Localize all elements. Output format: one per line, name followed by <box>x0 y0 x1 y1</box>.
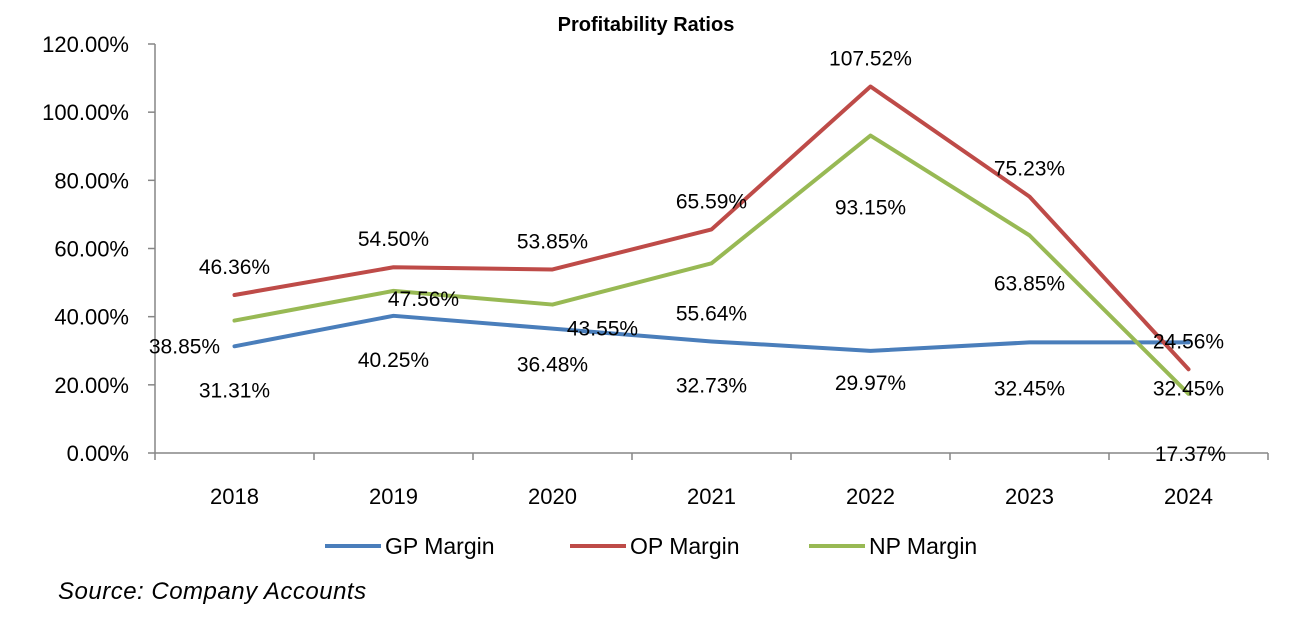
data-label: 65.59% <box>676 190 747 213</box>
y-tick-label: 60.00% <box>54 237 129 262</box>
data-label: 53.85% <box>517 230 588 253</box>
series-lines <box>232 84 1191 396</box>
legend-label-np-margin: NP Margin <box>869 533 977 559</box>
data-label: 36.48% <box>517 354 588 377</box>
legend-label-op-margin: OP Margin <box>630 533 740 559</box>
data-label: 63.85% <box>994 272 1065 295</box>
data-label: 24.56% <box>1153 330 1224 353</box>
y-tick-label: 40.00% <box>54 305 129 330</box>
x-tick-label: 2022 <box>846 484 895 509</box>
y-tick-label: 0.00% <box>67 441 129 466</box>
source-note: Source: Company Accounts <box>58 578 367 605</box>
chart-axes: 0.00% 20.00% 40.00% 60.00% 80.00% 100.00% 120.… <box>42 32 1269 509</box>
data-label: 107.52% <box>829 48 912 71</box>
x-tick-label: 2020 <box>528 484 577 509</box>
data-label: 32.73% <box>676 374 747 397</box>
x-tick-label: 2019 <box>369 484 418 509</box>
profitability-line-chart: Profitability Ratios 0.00% 20.00% 40.00% 60… <box>42 14 1269 559</box>
series-line-gp-margin <box>232 313 1191 353</box>
data-label: 29.97% <box>835 372 906 395</box>
legend-label-gp-margin: GP Margin <box>385 533 495 559</box>
data-label: 38.85% <box>149 336 220 359</box>
y-tick-label: 100.00% <box>42 100 129 125</box>
data-label: 43.55% <box>567 318 638 341</box>
x-tick-label: 2023 <box>1005 484 1054 509</box>
data-label: 40.25% <box>358 349 429 372</box>
x-tick-label: 2021 <box>687 484 736 509</box>
series-line-op-margin <box>232 84 1191 372</box>
y-tick-label: 20.00% <box>54 373 129 398</box>
chart-title: Profitability Ratios <box>558 14 735 36</box>
x-tick-label: 2018 <box>210 484 259 509</box>
chart-legend: GP Margin OP Margin NP Margin <box>325 533 977 559</box>
series-line-np-margin <box>232 133 1191 396</box>
y-tick-label: 80.00% <box>54 168 129 193</box>
data-label: 55.64% <box>676 302 747 325</box>
data-label: 31.31% <box>199 379 270 402</box>
data-label: 54.50% <box>358 228 429 251</box>
data-label: 75.23% <box>994 158 1065 181</box>
data-label: 17.37% <box>1155 443 1226 466</box>
data-labels: 31.31% 40.25% 36.48% 32.73% 29.97% 32.45% 32.4… <box>149 48 1226 466</box>
data-label: 46.36% <box>199 256 270 279</box>
data-label: 32.45% <box>994 377 1065 400</box>
data-label: 32.45% <box>1153 377 1224 400</box>
data-label: 47.56% <box>388 288 459 311</box>
data-label: 93.15% <box>835 197 906 220</box>
y-tick-label: 120.00% <box>42 32 129 57</box>
x-tick-label: 2024 <box>1164 484 1213 509</box>
